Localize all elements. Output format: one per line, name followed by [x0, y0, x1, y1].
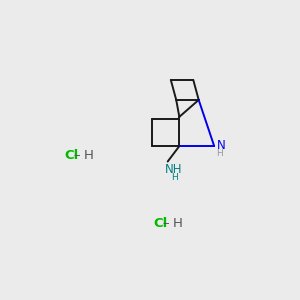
Text: H: H: [173, 217, 183, 230]
Text: H: H: [217, 148, 223, 158]
Text: Cl: Cl: [64, 149, 79, 162]
Text: –: –: [162, 217, 169, 230]
Text: NH: NH: [165, 164, 182, 176]
Text: Cl: Cl: [154, 217, 168, 230]
Text: N: N: [217, 139, 225, 152]
Text: –: –: [73, 149, 80, 162]
Text: H: H: [84, 149, 94, 162]
Text: H: H: [171, 173, 178, 182]
